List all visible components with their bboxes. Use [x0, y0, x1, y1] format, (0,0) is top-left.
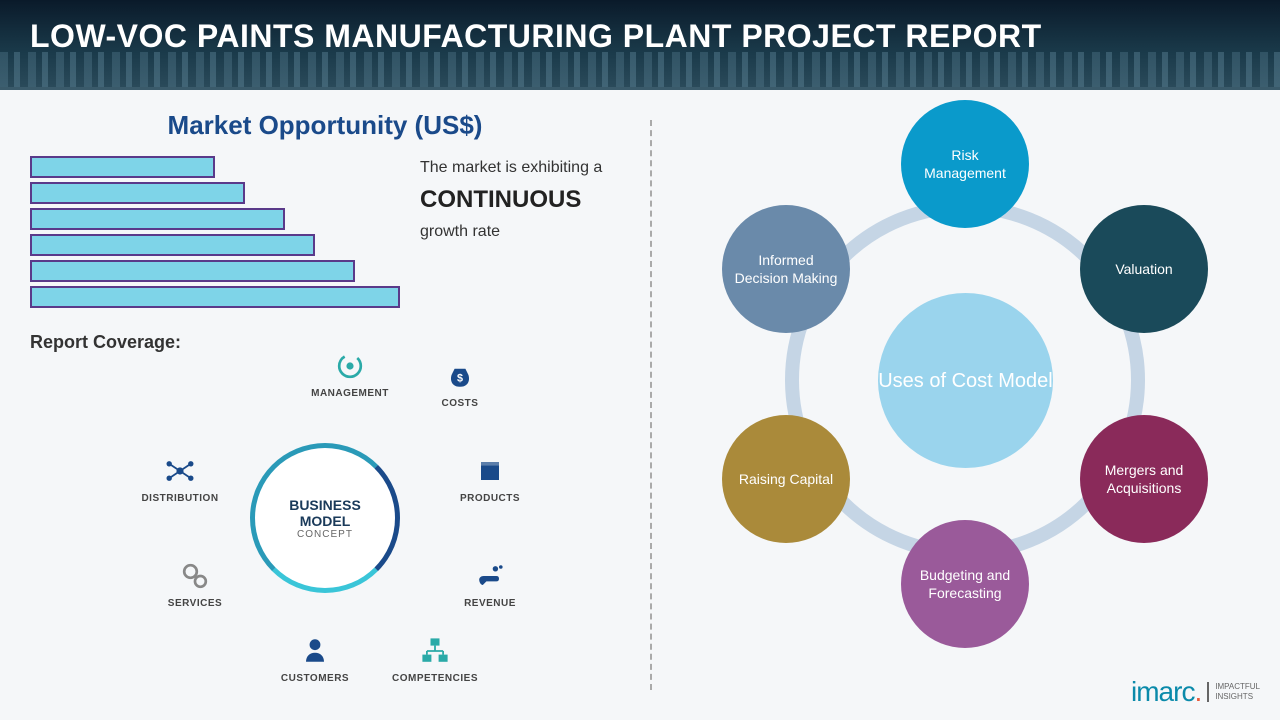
bm-item-management: MANAGEMENT [300, 348, 400, 399]
bm-item-label: PRODUCTS [440, 493, 540, 504]
left-panel: Market Opportunity (US$) The market is e… [0, 90, 650, 720]
bm-item-costs: $ COSTS [410, 358, 510, 409]
bm-item-products: PRODUCTS [440, 453, 540, 504]
logo-dot-icon: . [1194, 676, 1201, 707]
bm-item-label: DISTRIBUTION [130, 493, 230, 504]
chart-bar [30, 208, 285, 230]
bm-item-label: CUSTOMERS [265, 673, 365, 684]
moneybag-icon: $ [442, 358, 478, 394]
bm-item-revenue: REVENUE [440, 558, 540, 609]
gears-icon [177, 558, 213, 594]
page-title: LOW-VOC PAINTS MANUFACTURING PLANT PROJE… [30, 18, 1250, 55]
bm-item-label: SERVICES [145, 598, 245, 609]
growth-text: The market is exhibiting a CONTINUOUS gr… [420, 156, 602, 312]
hand-icon [472, 558, 508, 594]
growth-line1: The market is exhibiting a [420, 159, 602, 176]
logo-text: imarc. [1131, 676, 1201, 708]
person-icon [297, 633, 333, 669]
uses-node: Mergers and Acquisitions [1080, 415, 1208, 543]
uses-node: Raising Capital [722, 415, 850, 543]
bm-item-distribution: DISTRIBUTION [130, 453, 230, 504]
uses-node: Informed Decision Making [722, 205, 850, 333]
bm-item-label: COMPETENCIES [385, 673, 485, 684]
bm-center: BUSINESS MODEL CONCEPT [255, 448, 395, 588]
org-icon [417, 633, 453, 669]
main-content: Market Opportunity (US$) The market is e… [0, 90, 1280, 720]
bm-item-label: REVENUE [440, 598, 540, 609]
uses-diagram: Uses of Cost Model Risk ManagementValuat… [695, 110, 1235, 650]
right-panel: Uses of Cost Model Risk Management Valuat… [650, 90, 1280, 720]
bm-item-label: MANAGEMENT [300, 388, 400, 399]
bm-center-t1: BUSINESS [289, 497, 361, 513]
chart-bar [30, 156, 215, 178]
uses-node: Risk Management [901, 100, 1029, 228]
chart-bar [30, 286, 400, 308]
bm-item-customers: CUSTOMERS [265, 633, 365, 684]
uses-node: Valuation [1080, 205, 1208, 333]
bar-chart [30, 156, 400, 312]
growth-line2: growth rate [420, 223, 500, 240]
network-icon [162, 453, 198, 489]
box-icon [472, 453, 508, 489]
chart-bar [30, 182, 245, 204]
cycle-icon [332, 348, 368, 384]
market-chart-area: The market is exhibiting a CONTINUOUS gr… [30, 156, 620, 312]
uses-node: Budgeting and Forecasting [901, 520, 1029, 648]
logo: imarc. IMPACTFULINSIGHTS [1131, 676, 1260, 708]
bm-center-t3: CONCEPT [297, 529, 353, 540]
chart-bar [30, 234, 315, 256]
vertical-divider [650, 120, 652, 690]
bm-item-competencies: COMPETENCIES [385, 633, 485, 684]
market-title: Market Opportunity (US$) [30, 110, 620, 141]
growth-big: CONTINUOUS [420, 182, 602, 218]
bm-item-services: SERVICES [145, 558, 245, 609]
logo-tagline: IMPACTFULINSIGHTS [1207, 682, 1260, 701]
bm-item-label: COSTS [410, 398, 510, 409]
business-model-diagram: BUSINESS MODEL CONCEPT MANAGEMENT $ COSTS D… [100, 348, 550, 688]
skyline-decoration [0, 52, 1280, 87]
chart-bar [30, 260, 355, 282]
header-banner: LOW-VOC PAINTS MANUFACTURING PLANT PROJE… [0, 0, 1280, 90]
uses-center: Uses of Cost Model [878, 293, 1053, 468]
bm-center-t2: MODEL [300, 513, 351, 529]
svg-text:$: $ [457, 372, 463, 384]
